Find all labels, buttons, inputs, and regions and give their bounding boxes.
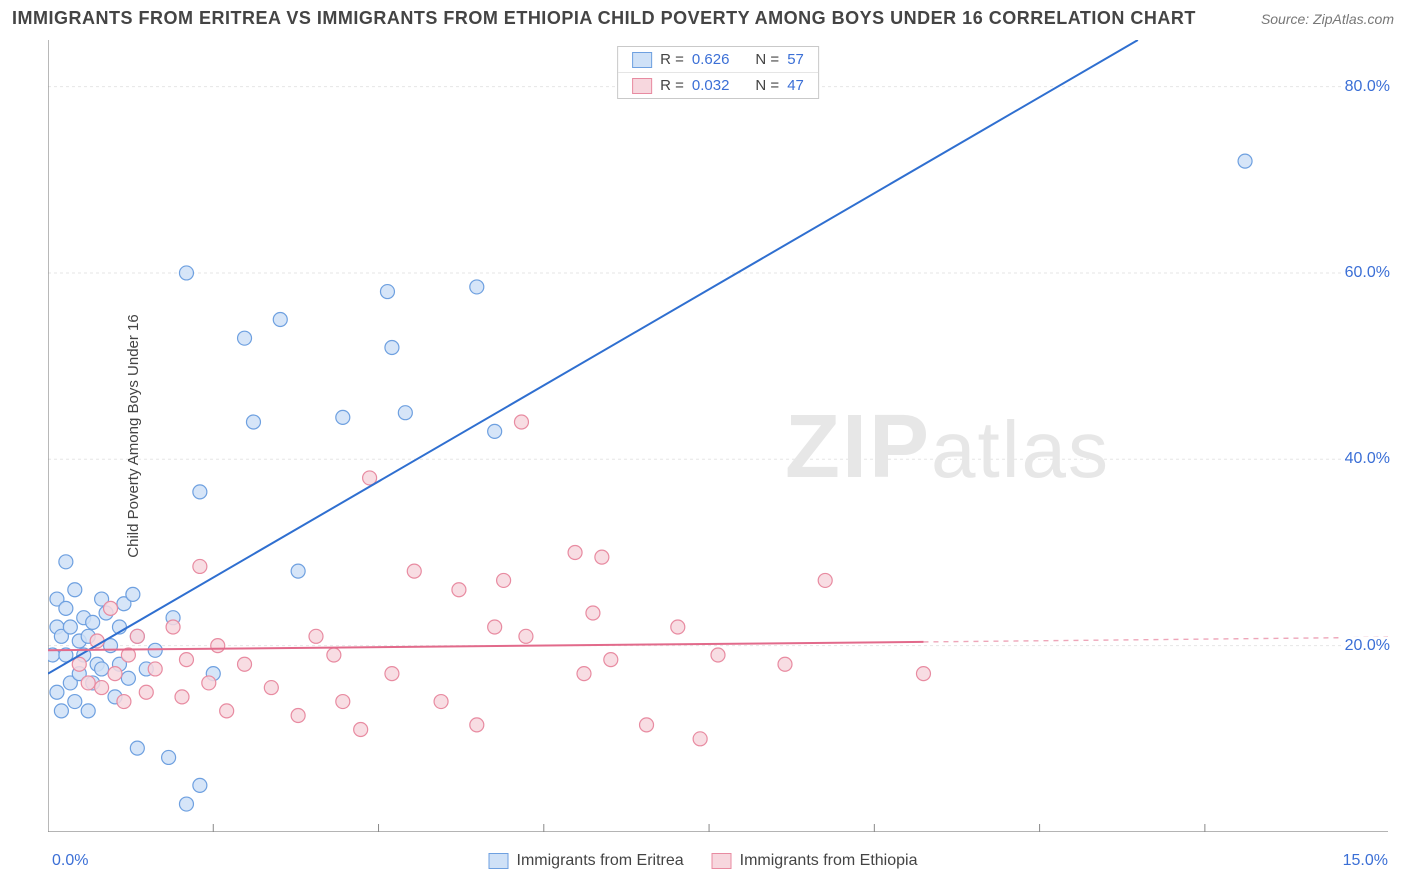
x-tick-right: 15.0% — [1343, 852, 1388, 870]
header-row: IMMIGRANTS FROM ERITREA VS IMMIGRANTS FR… — [12, 8, 1394, 29]
y-tick-label: 40.0% — [1341, 450, 1390, 468]
correlation-legend: R = 0.626 N = 57 R = 0.032 N = 47 — [617, 46, 819, 99]
stat-R-eritrea: 0.626 — [692, 51, 730, 68]
chart-title: IMMIGRANTS FROM ERITREA VS IMMIGRANTS FR… — [12, 8, 1196, 29]
legend-label-ethiopia: Immigrants from Ethiopia — [740, 852, 918, 870]
plot-area: Child Poverty Among Boys Under 16 ZIPatl… — [48, 40, 1388, 832]
series-legend: Immigrants from Eritrea Immigrants from … — [489, 852, 918, 870]
scatter-plot — [48, 40, 1388, 832]
legend-label-eritrea: Immigrants from Eritrea — [517, 852, 684, 870]
swatch-eritrea — [489, 853, 509, 869]
legend-row-ethiopia: R = 0.032 N = 47 — [618, 72, 818, 98]
y-tick-label: 60.0% — [1341, 264, 1390, 282]
source-attribution: Source: ZipAtlas.com — [1261, 11, 1394, 27]
stat-N-ethiopia: 47 — [787, 77, 804, 94]
legend-item-ethiopia: Immigrants from Ethiopia — [712, 852, 918, 870]
stat-R-label: R = — [660, 77, 684, 94]
legend-item-eritrea: Immigrants from Eritrea — [489, 852, 684, 870]
y-axis-label: Child Poverty Among Boys Under 16 — [125, 314, 142, 557]
stat-N-label: N = — [755, 51, 779, 68]
x-tick-left: 0.0% — [52, 852, 88, 870]
stat-R-label: R = — [660, 51, 684, 68]
swatch-ethiopia — [712, 853, 732, 869]
y-tick-label: 20.0% — [1341, 637, 1390, 655]
swatch-ethiopia — [632, 78, 652, 94]
stat-N-label: N = — [755, 77, 779, 94]
stat-N-eritrea: 57 — [787, 51, 804, 68]
y-tick-label: 80.0% — [1341, 78, 1390, 96]
legend-row-eritrea: R = 0.626 N = 57 — [618, 47, 818, 72]
swatch-eritrea — [632, 52, 652, 68]
stat-R-ethiopia: 0.032 — [692, 77, 730, 94]
